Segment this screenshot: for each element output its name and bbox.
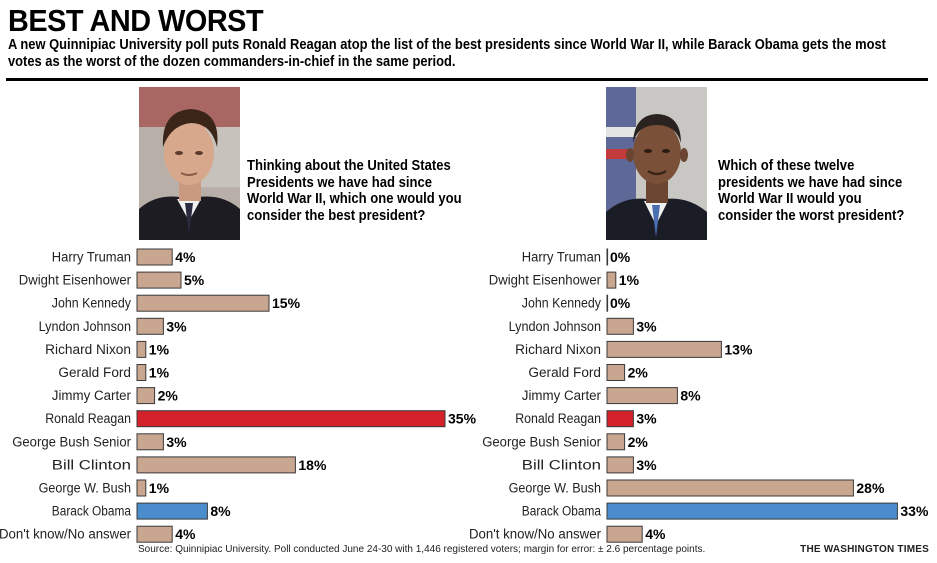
best-value-harry-truman: 4% bbox=[175, 249, 196, 265]
worst-value-bill-clinton: 3% bbox=[636, 457, 657, 473]
best-value-george-bush-senior: 3% bbox=[166, 434, 187, 450]
best-bar-jimmy-carter bbox=[136, 387, 156, 405]
best-label-don-t-know-no-answer: Don't know/No answer bbox=[0, 527, 131, 542]
best-label-jimmy-carter: Jimmy Carter bbox=[52, 388, 132, 403]
worst-label-jimmy-carter: Jimmy Carter bbox=[522, 388, 602, 403]
worst-bar-john-kennedy bbox=[606, 294, 609, 312]
obama-portrait bbox=[606, 87, 707, 240]
headline: BEST AND WORST bbox=[8, 3, 264, 38]
worst-label-gerald-ford: Gerald Ford bbox=[528, 365, 601, 380]
worst-bar-harry-truman bbox=[606, 248, 609, 266]
best-bar-richard-nixon bbox=[136, 340, 147, 358]
best-bar-dwight-eisenhower bbox=[136, 271, 182, 289]
source-note: Source: Quinnipiac University. Poll cond… bbox=[138, 544, 706, 555]
worst-bar-barack-obama bbox=[606, 502, 898, 520]
worst-label-george-bush-senior: George Bush Senior bbox=[482, 434, 601, 449]
best-bar-john-kennedy bbox=[136, 294, 270, 312]
best-value-ronald-reagan: 35% bbox=[448, 411, 477, 427]
best-bar-gerald-ford bbox=[136, 364, 147, 381]
worst-value-lyndon-johnson: 3% bbox=[636, 318, 657, 334]
best-bar-george-w-bush bbox=[136, 479, 147, 497]
best-value-gerald-ford: 1% bbox=[149, 365, 170, 381]
worst-label-bill-clinton: Bill Clinton bbox=[522, 457, 601, 472]
worst-bar-bill-clinton bbox=[606, 456, 634, 474]
worst-label-ronald-reagan: Ronald Reagan bbox=[515, 411, 601, 426]
best-label-richard-nixon: Richard Nixon bbox=[45, 342, 131, 357]
best-bar-barack-obama bbox=[136, 502, 208, 520]
best-label-gerald-ford: Gerald Ford bbox=[58, 365, 131, 380]
worst-bar-don-t-know-no-answer bbox=[606, 525, 643, 543]
worst-label-harry-truman: Harry Truman bbox=[522, 250, 601, 265]
best-value-george-w-bush: 1% bbox=[149, 480, 170, 496]
best-label-lyndon-johnson: Lyndon Johnson bbox=[39, 319, 131, 334]
best-label-ronald-reagan: Ronald Reagan bbox=[45, 411, 131, 426]
worst-value-george-w-bush: 28% bbox=[856, 480, 885, 496]
worst-bar-dwight-eisenhower bbox=[606, 271, 617, 289]
best-value-john-kennedy: 15% bbox=[272, 295, 301, 311]
worst-label-john-kennedy: John Kennedy bbox=[522, 296, 601, 311]
best-bar-bill-clinton bbox=[136, 456, 296, 474]
worst-bar-jimmy-carter bbox=[606, 387, 678, 405]
worst-value-george-bush-senior: 2% bbox=[628, 434, 649, 450]
worst-label-barack-obama: Barack Obama bbox=[522, 504, 602, 519]
worst-label-dwight-eisenhower: Dwight Eisenhower bbox=[489, 273, 602, 288]
best-value-bill-clinton: 18% bbox=[298, 457, 327, 473]
publisher-credit: THE WASHINGTON TIMES bbox=[800, 544, 929, 555]
best-value-barack-obama: 8% bbox=[210, 503, 231, 519]
best-value-jimmy-carter: 2% bbox=[158, 388, 179, 404]
worst-value-ronald-reagan: 3% bbox=[636, 411, 657, 427]
worst-label-george-w-bush: George W. Bush bbox=[509, 481, 601, 496]
worst-value-john-kennedy: 0% bbox=[610, 295, 631, 311]
best-bar-lyndon-johnson bbox=[136, 317, 164, 335]
best-label-barack-obama: Barack Obama bbox=[52, 504, 132, 519]
worst-value-harry-truman: 0% bbox=[610, 249, 631, 265]
best-value-dwight-eisenhower: 5% bbox=[184, 272, 205, 288]
best-label-harry-truman: Harry Truman bbox=[52, 250, 131, 265]
best-value-lyndon-johnson: 3% bbox=[166, 318, 187, 334]
best-bar-george-bush-senior bbox=[136, 433, 164, 451]
best-bar-don-t-know-no-answer bbox=[136, 525, 173, 543]
best-bar-harry-truman bbox=[136, 248, 173, 266]
worst-value-barack-obama: 33% bbox=[900, 503, 929, 519]
best-label-bill-clinton: Bill Clinton bbox=[52, 457, 131, 472]
worst-bar-gerald-ford bbox=[606, 364, 626, 381]
worst-bar-george-bush-senior bbox=[606, 433, 626, 451]
worst-bar-lyndon-johnson bbox=[606, 317, 634, 335]
worst-value-gerald-ford: 2% bbox=[628, 365, 649, 381]
divider-rule bbox=[6, 78, 928, 81]
worst-label-don-t-know-no-answer: Don't know/No answer bbox=[469, 527, 601, 542]
worst-bar-richard-nixon bbox=[606, 340, 722, 358]
best-bar-ronald-reagan bbox=[136, 410, 446, 428]
left-chart-title: Thinking about the United States Preside… bbox=[247, 158, 462, 224]
worst-value-richard-nixon: 13% bbox=[724, 341, 753, 357]
best-label-george-bush-senior: George Bush Senior bbox=[12, 434, 131, 449]
worst-value-dwight-eisenhower: 1% bbox=[619, 272, 640, 288]
right-chart-title: Which of these twelve presidents we have… bbox=[718, 158, 905, 224]
worst-bar-ronald-reagan bbox=[606, 410, 634, 428]
best-value-richard-nixon: 1% bbox=[149, 341, 170, 357]
worst-bar-george-w-bush bbox=[606, 479, 854, 497]
worst-label-lyndon-johnson: Lyndon Johnson bbox=[509, 319, 601, 334]
worst-label-richard-nixon: Richard Nixon bbox=[515, 342, 601, 357]
worst-value-jimmy-carter: 8% bbox=[680, 388, 701, 404]
best-value-don-t-know-no-answer: 4% bbox=[175, 526, 196, 542]
best-label-george-w-bush: George W. Bush bbox=[39, 481, 131, 496]
best-label-john-kennedy: John Kennedy bbox=[52, 296, 131, 311]
best-label-dwight-eisenhower: Dwight Eisenhower bbox=[19, 273, 132, 288]
worst-value-don-t-know-no-answer: 4% bbox=[645, 526, 666, 542]
reagan-portrait bbox=[139, 87, 240, 240]
subhead: A new Quinnipiac University poll puts Ro… bbox=[8, 37, 886, 70]
